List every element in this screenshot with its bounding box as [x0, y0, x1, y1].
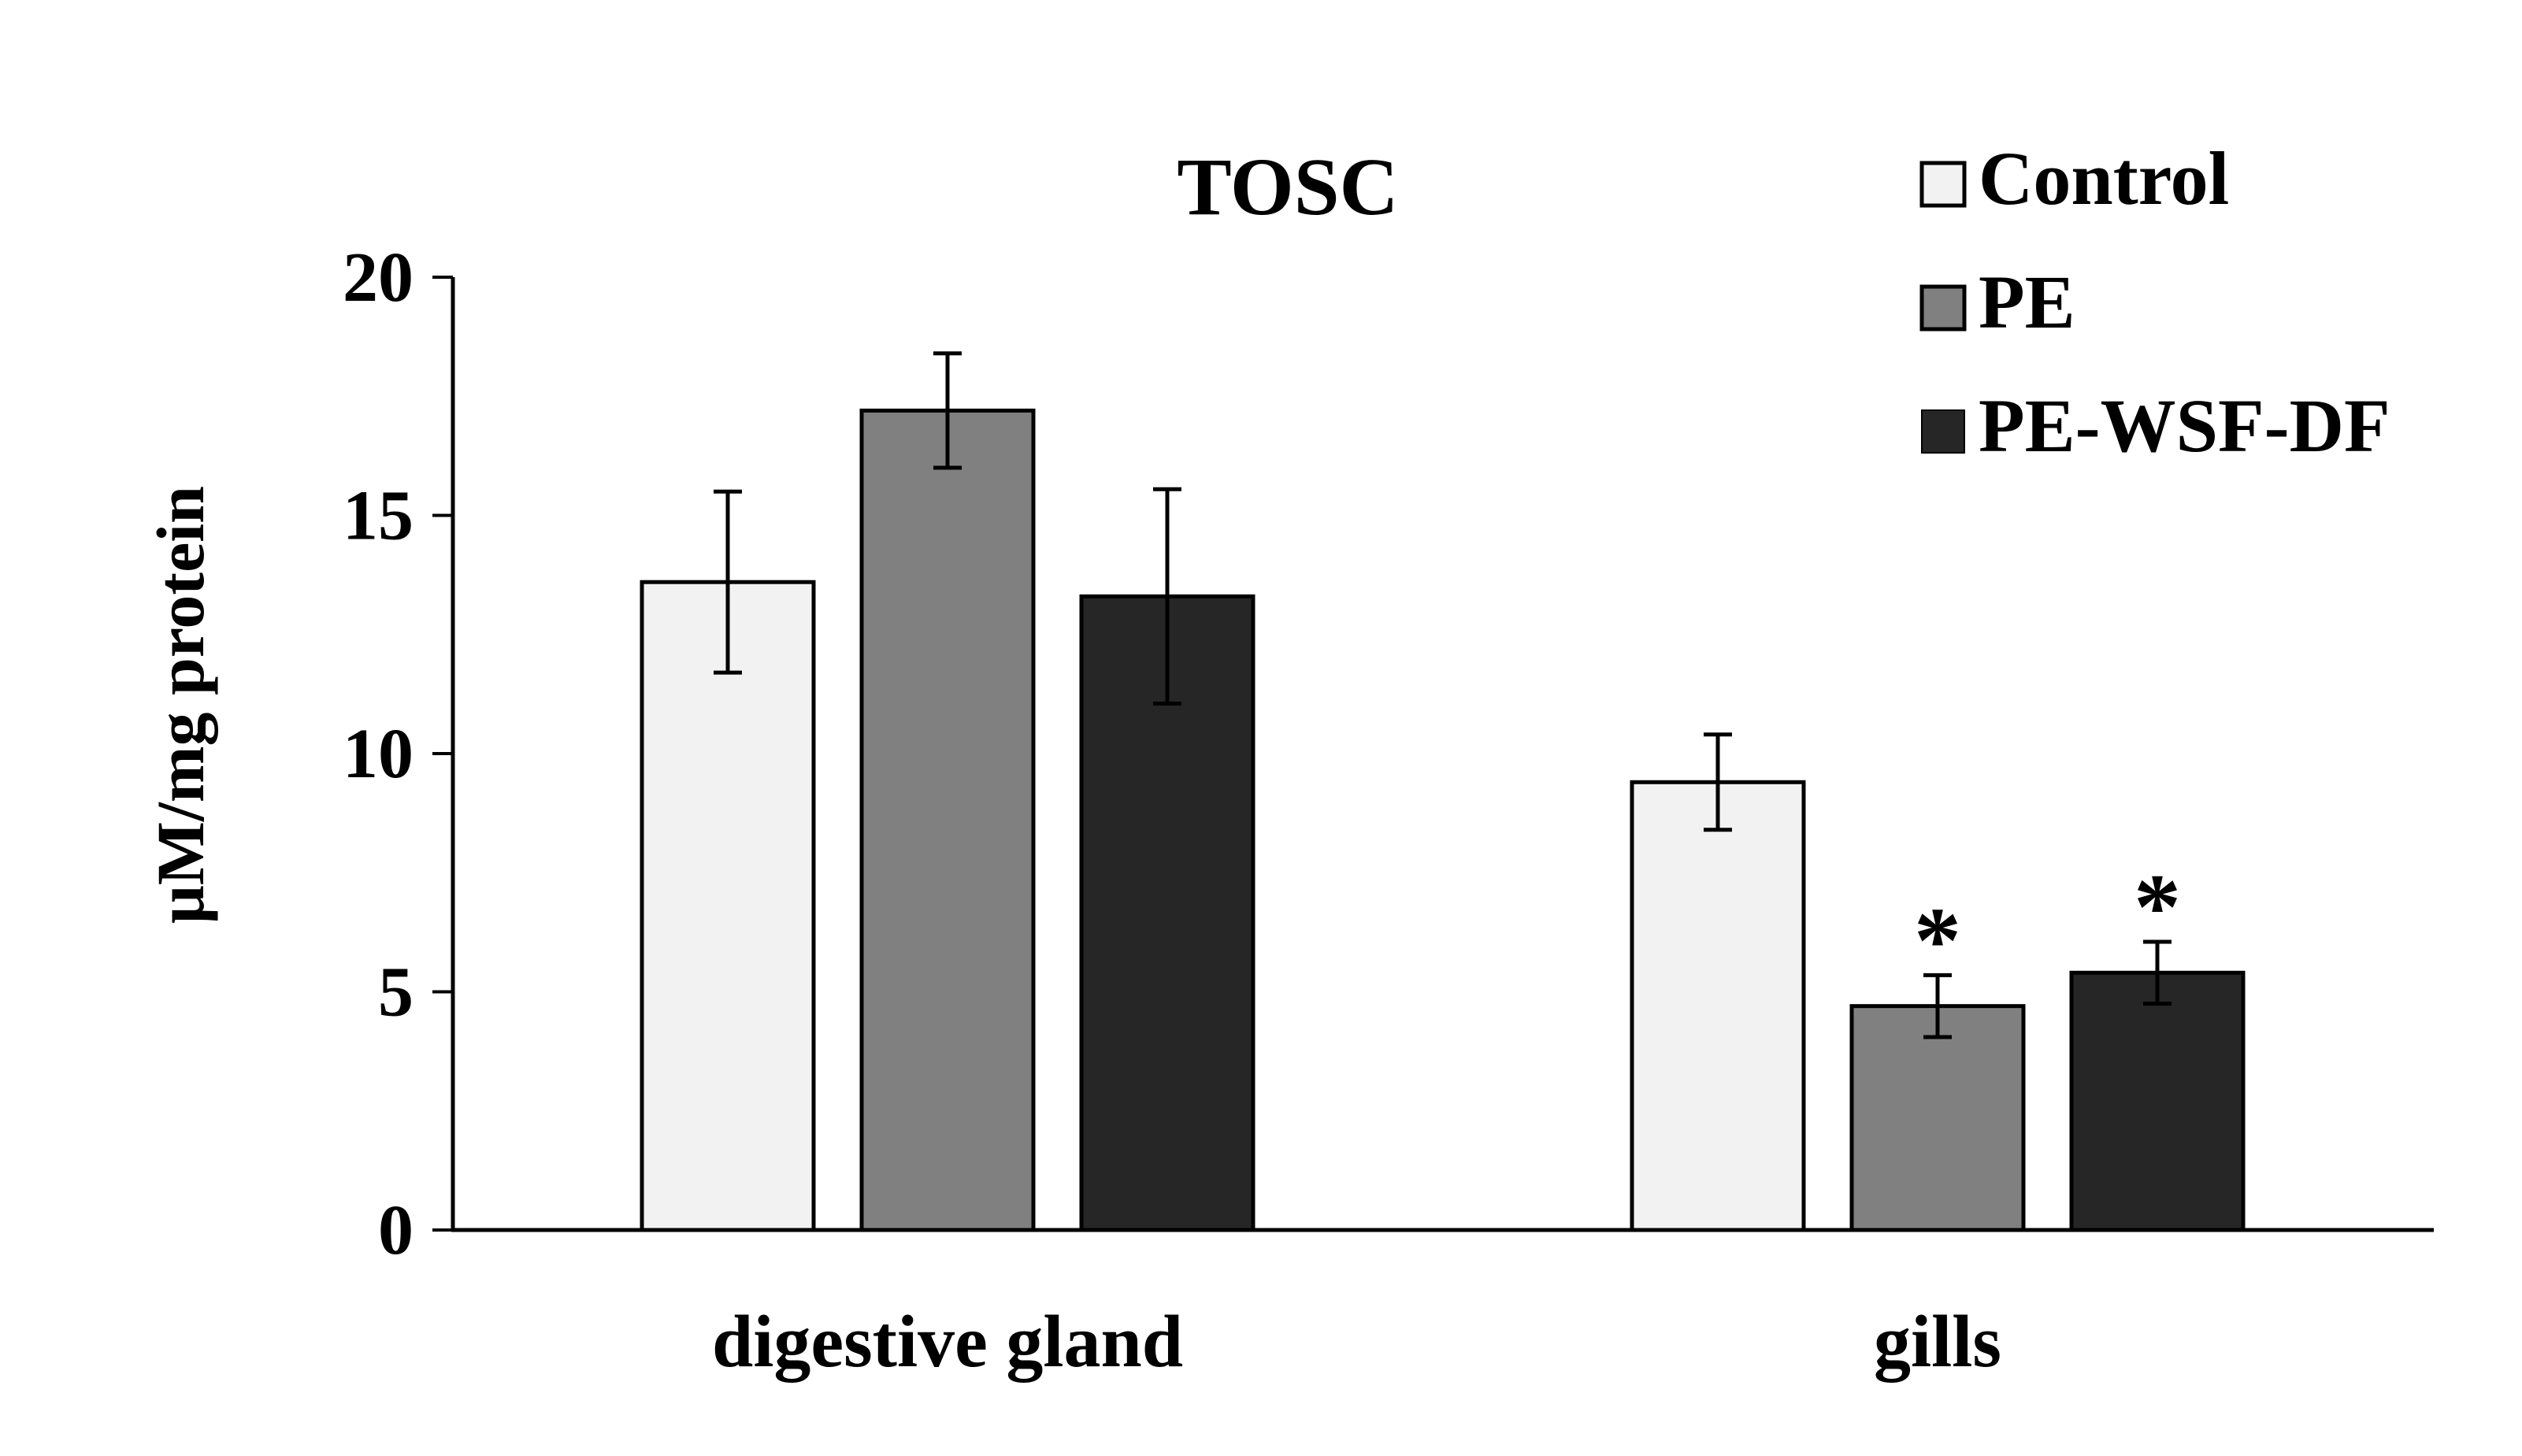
category-labels: digestive gland gills	[712, 1301, 2001, 1383]
legend-swatch	[1919, 284, 1967, 332]
bar	[1849, 1004, 2026, 1232]
y-tick-label: 15	[343, 477, 414, 555]
bars: * *	[640, 351, 2246, 1232]
x-category-label: digestive gland	[712, 1301, 1183, 1383]
significance-marker: *	[2134, 854, 2181, 959]
legend: Control PE PE-WSF-DF	[1919, 136, 2390, 468]
significance-marker: *	[1914, 887, 1961, 992]
bar	[1630, 780, 1806, 1232]
bar	[640, 580, 816, 1232]
chart-title: TOSC	[1177, 142, 1398, 232]
legend-label: PE-WSF-DF	[1979, 383, 2390, 468]
y-tick-label: 0	[378, 1191, 414, 1269]
legend-label: PE	[1979, 260, 2075, 344]
y-axis-label: μM/mg protein	[143, 486, 218, 924]
y-tick-label: 20	[343, 239, 414, 317]
x-category-label: gills	[1874, 1301, 2001, 1383]
axes	[451, 277, 2434, 1232]
bar	[859, 408, 1036, 1232]
y-tick-label: 10	[343, 715, 414, 793]
y-axis-ticks: 0 5 10 15 20	[343, 239, 453, 1269]
legend-swatch	[1919, 161, 1967, 208]
legend-label: Control	[1979, 136, 2229, 220]
legend-swatch	[1921, 409, 1965, 454]
y-tick-label: 5	[378, 954, 414, 1032]
bar	[2069, 970, 2246, 1232]
